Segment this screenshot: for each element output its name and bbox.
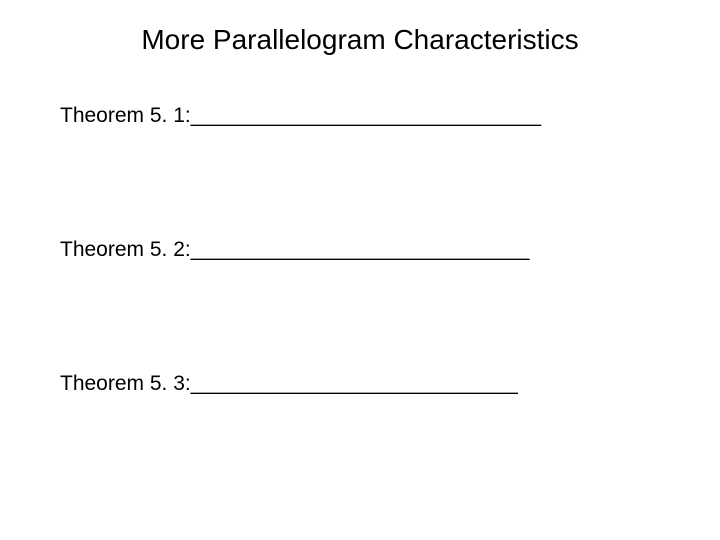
page-title: More Parallelogram Characteristics	[76, 24, 644, 56]
theorem-row-1: Theorem 5. 1: __________________________…	[56, 104, 664, 128]
theorem-blank-2: _____________________________	[191, 238, 530, 262]
theorem-row-2: Theorem 5. 2: __________________________…	[56, 238, 664, 262]
theorem-blank-3: ____________________________	[191, 372, 518, 396]
slide-container: More Parallelogram Characteristics Theor…	[0, 0, 720, 540]
theorem-blank-1: ______________________________	[191, 104, 541, 128]
theorem-label-1: Theorem 5. 1:	[60, 104, 191, 128]
theorem-label-3: Theorem 5. 3:	[60, 372, 191, 396]
theorem-row-3: Theorem 5. 3: __________________________…	[56, 372, 664, 396]
theorem-label-2: Theorem 5. 2:	[60, 238, 191, 262]
